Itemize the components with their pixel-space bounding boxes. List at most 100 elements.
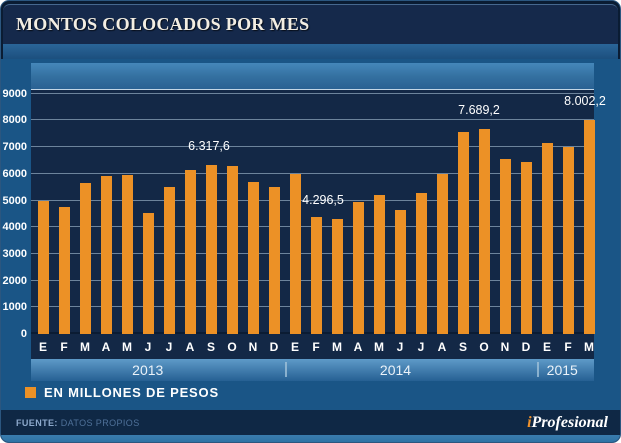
y-tick-label: 9000 <box>2 87 27 100</box>
footer-bar: FUENTE: DATOS PROPIOS iProfesional <box>1 410 620 435</box>
value-annotation: 8.002,2 <box>564 94 606 109</box>
bar-J-5 <box>142 212 154 334</box>
bar-M-26 <box>583 120 595 334</box>
month-label: F <box>312 340 320 354</box>
brand-logo: iProfesional <box>527 414 608 432</box>
month-label: J <box>417 340 425 354</box>
month-label: D <box>521 340 531 354</box>
y-tick-label: 2000 <box>2 274 27 287</box>
bar-E-12 <box>289 173 301 334</box>
month-label: F <box>60 340 68 354</box>
y-tick-label: 5000 <box>2 194 27 207</box>
month-label: A <box>353 340 363 354</box>
brand-logo-name: Profesional <box>531 413 608 431</box>
month-label: F <box>564 340 572 354</box>
month-label: E <box>38 340 47 354</box>
value-annotation: 4.296,5 <box>302 193 344 208</box>
bar-A-3 <box>100 176 112 334</box>
month-label: J <box>165 340 173 354</box>
month-label: M <box>374 340 384 354</box>
bar-E-24 <box>541 143 553 334</box>
source-note: FUENTE: DATOS PROPIOS <box>16 418 140 428</box>
y-tick-label: 1000 <box>2 301 27 314</box>
legend-label: EN MILLONES DE PESOS <box>44 385 219 400</box>
gridline <box>31 146 594 148</box>
bar-J-18 <box>415 192 427 334</box>
source-value: DATOS PROPIOS <box>60 417 140 428</box>
month-label: M <box>80 340 90 354</box>
month-label: S <box>458 340 467 354</box>
chart-gloss-band <box>31 63 594 90</box>
y-tick-label: 6000 <box>2 167 27 180</box>
bar-A-7 <box>184 169 196 334</box>
bar-M-16 <box>373 195 385 334</box>
title-bar: MONTOS COLOCADOS POR MES <box>3 4 618 44</box>
gridline <box>31 119 594 121</box>
bottom-accent-strip <box>1 435 620 442</box>
y-tick-label: 7000 <box>2 141 27 154</box>
month-label: O <box>227 340 237 354</box>
bar-F-13 <box>310 216 322 334</box>
page-title: MONTOS COLOCADOS POR MES <box>16 14 310 34</box>
month-label: N <box>248 340 258 354</box>
y-tick-label: 0 <box>20 328 27 340</box>
month-label: J <box>396 340 404 354</box>
legend-swatch-icon <box>25 387 36 398</box>
bar-O-21 <box>478 128 490 334</box>
bar-N-22 <box>499 159 511 334</box>
bar-O-9 <box>226 165 238 334</box>
y-tick-label: 8000 <box>2 114 27 127</box>
gridline <box>31 92 594 94</box>
month-label: M <box>584 340 594 354</box>
month-label: N <box>500 340 510 354</box>
bar-S-8 <box>205 165 217 334</box>
value-annotation: 7.689,2 <box>458 102 500 117</box>
bar-A-19 <box>436 173 448 334</box>
month-label: J <box>144 340 152 354</box>
month-label: E <box>542 340 551 354</box>
bar-F-1 <box>58 207 70 334</box>
month-label: A <box>101 340 111 354</box>
year-segment-2014: 2014 <box>285 359 537 381</box>
source-label: FUENTE: <box>16 417 58 428</box>
year-label: 2014 <box>379 362 412 378</box>
month-label: D <box>269 340 279 354</box>
bar-D-23 <box>520 161 532 334</box>
bar-J-17 <box>394 209 406 334</box>
gridline <box>31 199 594 201</box>
bar-M-4 <box>121 175 133 334</box>
year-segment-2013: 2013 <box>31 359 285 381</box>
bar-D-11 <box>268 187 280 334</box>
year-separator <box>284 362 287 377</box>
year-axis: 2013 2014 2015 <box>31 359 594 381</box>
month-label: M <box>122 340 132 354</box>
month-label: M <box>332 340 342 354</box>
year-label: 2013 <box>132 362 164 378</box>
month-label: E <box>290 340 299 354</box>
y-tick-label: 3000 <box>2 247 27 260</box>
y-tick-label: 4000 <box>2 221 27 234</box>
month-label: S <box>206 340 215 354</box>
month-label: O <box>479 340 489 354</box>
brand-logo-prefix: i <box>527 413 532 431</box>
month-label: A <box>437 340 447 354</box>
title-divider-strip <box>3 44 618 59</box>
bar-F-25 <box>562 147 574 334</box>
bar-M-14 <box>331 219 343 334</box>
gridline <box>31 172 594 174</box>
bar-S-20 <box>457 132 469 334</box>
year-separator <box>536 362 539 377</box>
bar-J-6 <box>163 187 175 334</box>
bar-E-0 <box>37 200 49 334</box>
value-annotation: 6.317,6 <box>188 139 230 154</box>
year-label: 2015 <box>546 362 578 378</box>
bar-N-10 <box>247 181 259 334</box>
month-label: A <box>185 340 195 354</box>
plot-area <box>31 90 595 334</box>
year-segment-2015: 2015 <box>537 359 595 381</box>
bar-A-15 <box>352 201 364 334</box>
bar-M-2 <box>79 183 91 334</box>
